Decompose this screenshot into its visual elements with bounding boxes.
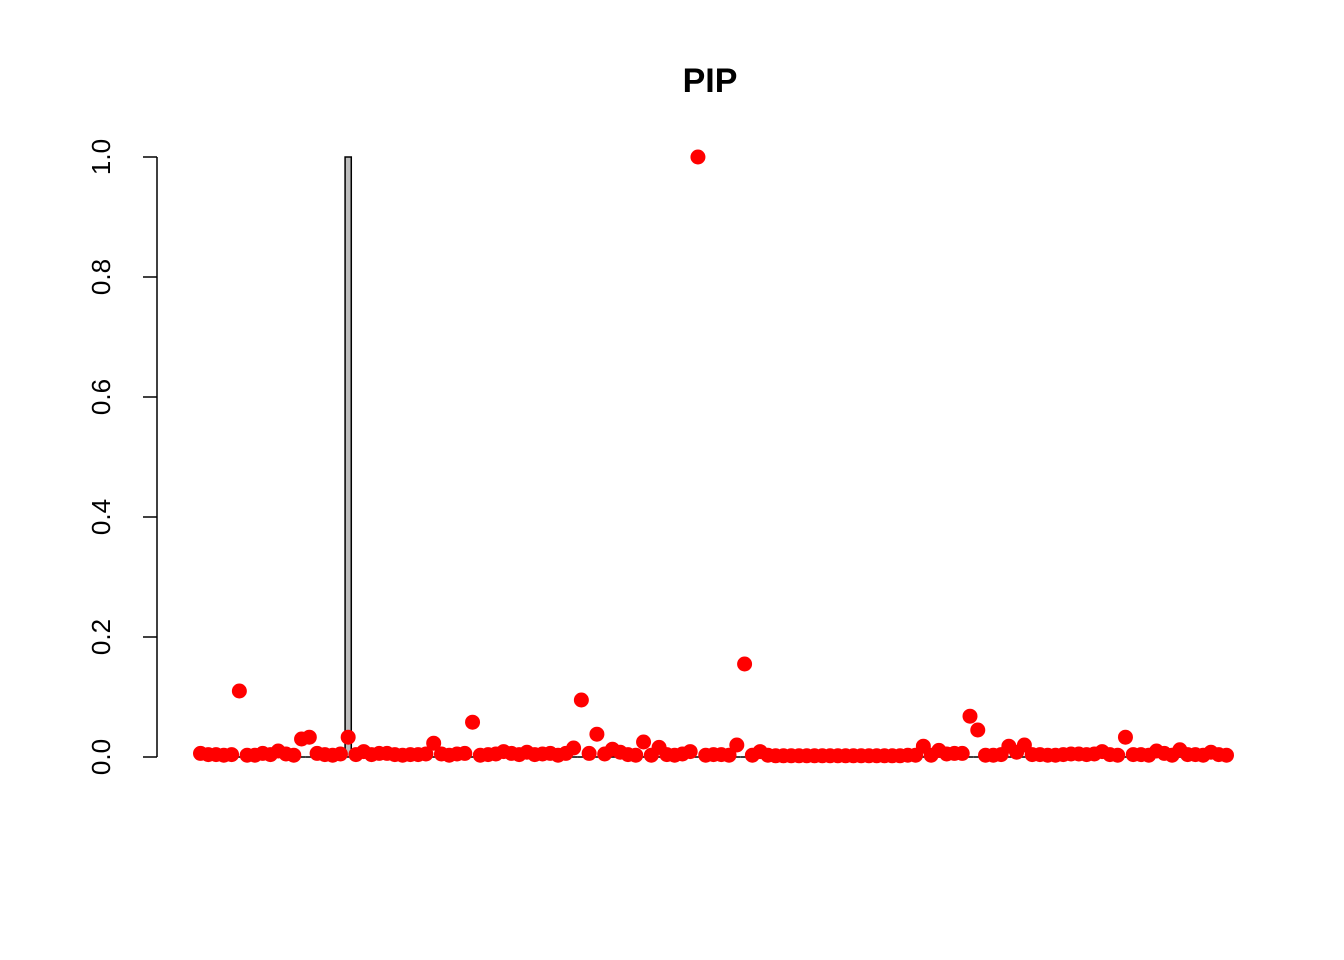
y-axis: 0.0 0.2 0.4 0.6 0.8 1.0 (86, 139, 157, 775)
data-point (636, 734, 652, 750)
data-point (566, 740, 582, 756)
data-point (721, 747, 737, 763)
data-point (589, 726, 605, 742)
data-point (332, 746, 348, 762)
data-point (426, 735, 442, 751)
data-point (573, 692, 589, 708)
data-point (737, 656, 753, 672)
data-point (682, 744, 698, 760)
data-point (465, 714, 481, 730)
data-point (418, 746, 434, 762)
y-tick-label: 0.4 (86, 499, 116, 535)
data-point (286, 747, 302, 763)
y-tick-label: 0.8 (86, 259, 116, 295)
data-point (301, 729, 317, 745)
data-point (962, 708, 978, 724)
y-tick-label: 0.6 (86, 379, 116, 415)
data-point (1117, 729, 1133, 745)
bars-layer (196, 156, 1231, 758)
data-point (224, 747, 240, 763)
data-point (1218, 747, 1234, 763)
data-point (729, 737, 745, 753)
data-point (690, 149, 706, 165)
points-layer (193, 149, 1234, 764)
data-point (1110, 747, 1126, 763)
y-tick-label: 0.2 (86, 619, 116, 655)
data-point (231, 683, 247, 699)
y-tick-label: 0.0 (86, 739, 116, 775)
chart-title: PIP (683, 62, 738, 100)
y-tick-label: 1.0 (86, 139, 116, 175)
data-point (970, 722, 986, 738)
data-point (457, 745, 473, 761)
bar (344, 156, 353, 758)
data-point (581, 745, 597, 761)
data-point (628, 747, 644, 763)
data-point (954, 745, 970, 761)
data-point (340, 729, 356, 745)
